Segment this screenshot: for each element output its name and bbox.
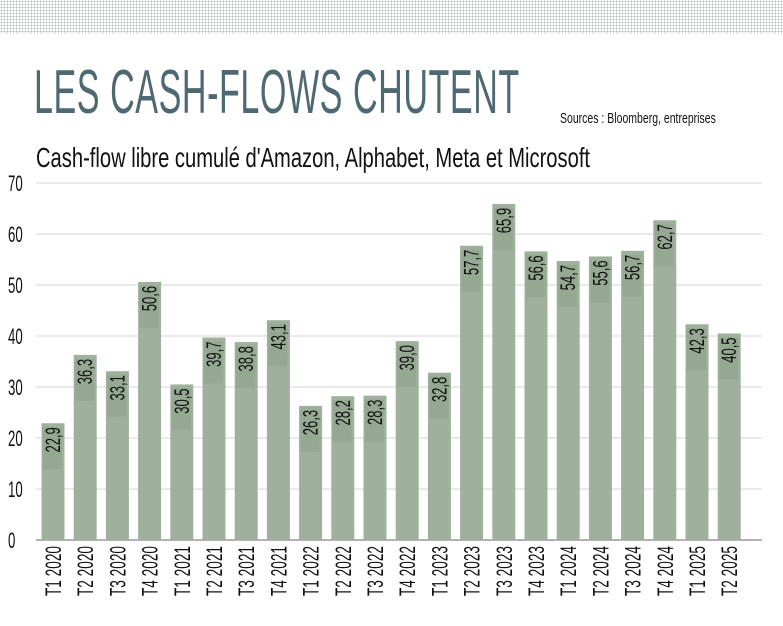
data-label-bg (622, 254, 642, 297)
dotted-header-band (0, 0, 783, 34)
y-tick-label: 50 (8, 274, 23, 298)
bar (524, 251, 548, 540)
bar (266, 320, 290, 540)
data-label: 32,8 (427, 377, 451, 402)
bar (717, 333, 741, 540)
x-tick-label: T4 2023 (524, 546, 549, 596)
data-label: 62,7 (653, 224, 677, 249)
data-label-bg (461, 249, 481, 292)
x-tick-label: T1 2020 (41, 546, 66, 596)
data-label-bg (139, 285, 159, 328)
bar (492, 203, 516, 540)
x-tick-label: T3 2023 (491, 546, 516, 596)
chart-source: Sources : Bloomberg, entreprises (560, 110, 716, 127)
bar (556, 261, 580, 540)
y-tick-label: 40 (8, 325, 23, 349)
data-label-bg (204, 341, 223, 384)
x-tick-label: T2 2022 (330, 546, 355, 596)
data-label-bg (43, 427, 62, 470)
x-tick-label: T3 2020 (105, 546, 130, 596)
x-tick-label: T3 2022 (363, 546, 388, 596)
data-label-bg (75, 358, 95, 401)
x-tick-label: T4 2020 (137, 546, 162, 596)
data-label-bg (300, 409, 320, 452)
x-tick-label: T1 2024 (556, 546, 581, 596)
x-tick-label: T3 2021 (234, 546, 259, 596)
y-tick-label: 30 (8, 376, 23, 400)
data-label: 40,5 (717, 337, 741, 362)
data-label: 56,7 (620, 255, 644, 280)
x-tick-label: T1 2021 (169, 546, 194, 596)
chart-title: LES CASH-FLOWS CHUTENT (34, 58, 520, 127)
data-label: 55,6 (588, 260, 612, 285)
data-label: 30,5 (170, 388, 194, 413)
data-label: 28,3 (363, 400, 387, 425)
data-label: 54,7 (556, 265, 580, 290)
x-tick-label: T2 2021 (202, 546, 227, 596)
data-label-bg (332, 400, 352, 443)
x-tick-label: T4 2021 (266, 546, 291, 596)
data-label-bg (493, 207, 513, 250)
y-tick-label: 0 (8, 529, 15, 553)
bar (395, 341, 419, 540)
data-label: 42,3 (685, 328, 709, 353)
data-label-bg (654, 224, 674, 267)
x-tick-label: T1 2023 (427, 546, 452, 596)
y-tick-label: 10 (8, 478, 23, 502)
x-tick-label: T4 2022 (395, 546, 420, 596)
x-tick-label: T1 2025 (685, 546, 710, 596)
y-tick-label: 70 (8, 172, 23, 196)
data-label-bg (590, 260, 610, 303)
data-label: 36,3 (73, 359, 97, 384)
bar (460, 245, 484, 541)
data-label-bg (365, 399, 384, 442)
data-label-bg (171, 388, 191, 431)
y-tick-label: 20 (8, 427, 23, 451)
data-label: 26,3 (298, 410, 322, 435)
data-label: 33,1 (105, 375, 129, 400)
x-tick-label: T2 2025 (717, 546, 742, 596)
data-label: 39,7 (202, 342, 226, 367)
data-label: 43,1 (266, 324, 290, 349)
bar (653, 220, 677, 541)
data-label: 65,9 (492, 208, 516, 233)
data-label-bg (397, 345, 417, 388)
data-label-bg (429, 376, 449, 419)
data-label-bg (719, 337, 739, 380)
data-label-bg (107, 375, 127, 418)
y-tick-label: 60 (8, 223, 23, 247)
data-label: 50,6 (137, 286, 161, 311)
data-label: 28,2 (331, 400, 355, 425)
x-tick-label: T2 2020 (73, 546, 98, 596)
bar (588, 256, 612, 540)
x-tick-label: T3 2024 (620, 546, 645, 596)
x-tick-label: T1 2022 (298, 546, 323, 596)
data-label: 57,7 (459, 250, 483, 275)
data-label: 22,9 (41, 427, 65, 452)
data-label-bg (558, 265, 578, 308)
bar (138, 281, 162, 540)
data-label-bg (526, 255, 545, 298)
bar (202, 337, 226, 540)
x-tick-label: T4 2024 (652, 546, 677, 596)
x-tick-label: T2 2023 (459, 546, 484, 596)
data-label: 39,0 (395, 345, 419, 371)
chart-subtitle: Cash-flow libre cumulé d'Amazon, Alphabe… (36, 142, 591, 173)
bar (621, 250, 645, 540)
data-label: 56,6 (524, 255, 548, 280)
data-label-bg (268, 324, 288, 367)
data-label-bg (236, 346, 256, 389)
bar (685, 324, 709, 540)
data-label-bg (687, 328, 706, 371)
data-label: 38,8 (234, 346, 258, 371)
bar (73, 354, 97, 540)
x-tick-label: T2 2024 (588, 546, 613, 596)
bar (234, 342, 258, 540)
